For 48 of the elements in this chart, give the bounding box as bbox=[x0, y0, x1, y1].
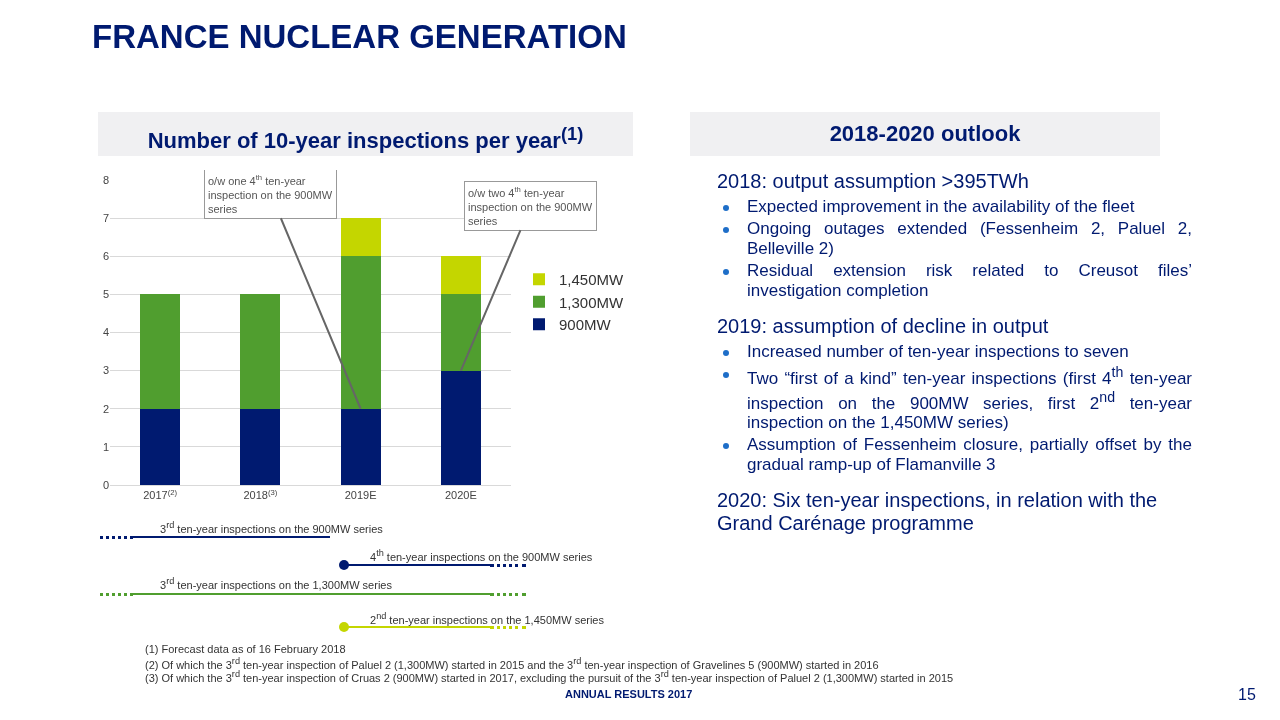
annotation: o/w two 4$^{th}$ ten-year inspection on the 900MW series bbox=[468, 185, 593, 228]
bar bbox=[240, 294, 281, 409]
legend-label: 900MW bbox=[559, 316, 612, 334]
y-tick-label: 6 bbox=[102, 250, 109, 263]
text: Increased number of ten-year inspections to seven bbox=[747, 342, 1130, 362]
text: 2$^{nd}$ ten-year inspections on the 1,450MW series bbox=[370, 611, 604, 626]
bar bbox=[140, 408, 181, 485]
y-tick-label: 1 bbox=[102, 440, 109, 453]
y-tick-label: 8 bbox=[102, 173, 109, 186]
text: 2019: assumption of decline in output bbox=[717, 315, 1050, 338]
text: 2020: Six ten-year inspections, in relation with the Grand Carénage programme bbox=[717, 489, 1159, 536]
text: Assumption of Fessenheim closure, partially offset by the gradual ramp-up of Flamanville 3 bbox=[747, 435, 1192, 476]
chart-subtitle: Number of 10-year inspections per year$^{(1)}$ bbox=[98, 112, 633, 156]
bar bbox=[140, 294, 181, 409]
annotation: o/w one 4$^{th}$ ten-year inspection on the 900MW series bbox=[208, 173, 333, 216]
bar bbox=[440, 294, 481, 371]
text: 2018-2020 outlook bbox=[690, 112, 1160, 156]
x-tick-label: 2018$^{(3)}$ bbox=[243, 487, 278, 502]
y-tick-label: 5 bbox=[102, 288, 109, 301]
text: 2018: output assumption >395TWh bbox=[717, 170, 1030, 193]
text: Two “first of a kind” ten-year inspections (first 4$^{th}$ ten-year inspection on the 900MW series, first 2$^{nd}$ ten-year inspection on the 1,450MW series) bbox=[747, 364, 1192, 433]
x-tick-label: 2019E bbox=[344, 489, 377, 502]
y-tick-label: 2 bbox=[102, 402, 109, 415]
text: Residual extension risk related to Creusot files’ investigation completion bbox=[747, 261, 1192, 301]
bar bbox=[440, 370, 481, 485]
text: (2) Of which the 3$^{rd}$ ten-year inspection of Paluel 2 (1,300MW) started in 2015 and the 3$^{rd}$ ten-year inspection of Gravelines 5 (900MW) started in 2016 bbox=[145, 656, 879, 671]
bar bbox=[240, 408, 281, 485]
text: (1) Forecast data as of 16 February 2018 bbox=[145, 643, 346, 655]
text: Ongoing outages extended (Fessenheim 2, Paluel 2, Belleville 2) bbox=[747, 219, 1192, 259]
bar bbox=[340, 408, 381, 485]
text: ANNUAL RESULTS 2017 bbox=[565, 688, 693, 700]
text: 3$^{rd}$ ten-year inspections on the 900MW series bbox=[160, 520, 383, 535]
y-tick-label: 0 bbox=[102, 478, 109, 491]
legend-label: 1,450MW bbox=[559, 271, 625, 289]
text: 4$^{th}$ ten-year inspections on the 900MW series bbox=[370, 548, 593, 563]
legend-label: 1,300MW bbox=[559, 293, 625, 311]
bar bbox=[340, 256, 381, 409]
x-tick-label: 2017$^{(2)}$ bbox=[143, 487, 178, 502]
x-tick-label: 2020E bbox=[444, 489, 477, 502]
y-tick-label: 4 bbox=[102, 326, 109, 339]
text: 3$^{rd}$ ten-year inspections on the 1,300MW series bbox=[160, 576, 392, 591]
text: 15 bbox=[1238, 686, 1256, 704]
text: Expected improvement in the availability of the fleet bbox=[747, 197, 1136, 217]
y-tick-label: 7 bbox=[102, 211, 109, 224]
bar bbox=[440, 256, 481, 295]
chart-title: FRANCE NUCLEAR GENERATION bbox=[92, 18, 627, 56]
y-tick-label: 3 bbox=[102, 364, 109, 377]
bar bbox=[340, 218, 381, 257]
